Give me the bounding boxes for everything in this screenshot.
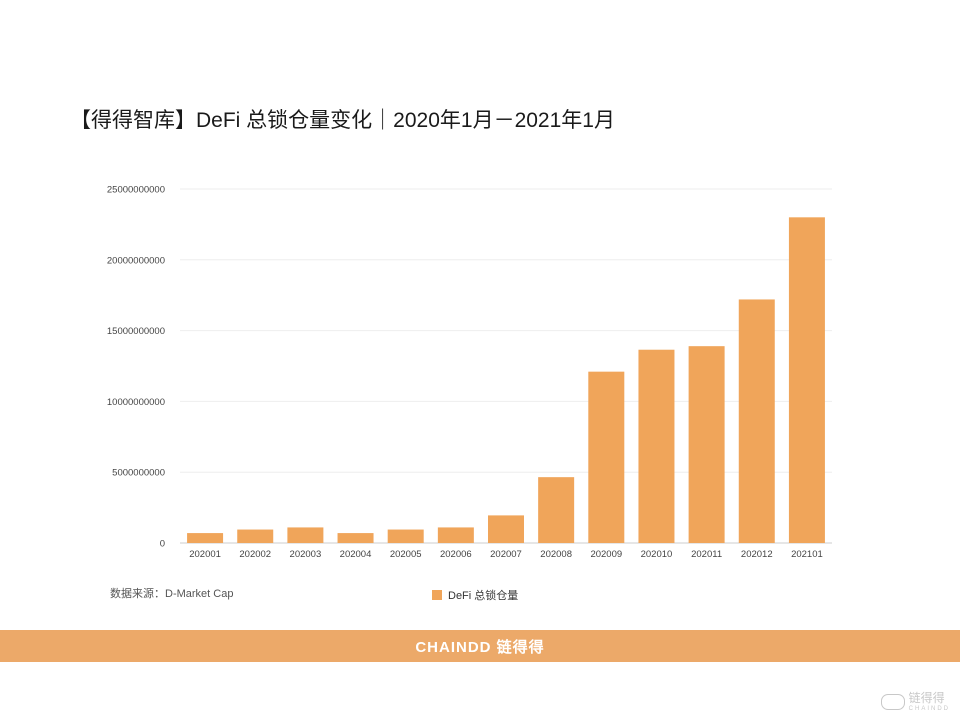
bar [738, 299, 775, 543]
x-tick-label: 202004 [340, 549, 372, 560]
bar [638, 349, 675, 543]
x-tick-label: 202002 [239, 549, 271, 560]
x-tick-label: 202005 [390, 549, 422, 560]
x-tick-label: 202006 [440, 549, 472, 560]
bar [237, 529, 274, 543]
bar [488, 515, 524, 543]
x-tick-label: 202001 [189, 549, 221, 560]
bar [538, 477, 575, 543]
bar [287, 527, 324, 543]
legend-label: DeFi 总锁仓量 [448, 590, 519, 602]
bar [337, 533, 374, 543]
x-tick-label: 202101 [791, 549, 823, 560]
footer-band: CHAINDD 链得得 [0, 630, 960, 662]
bar [187, 533, 224, 543]
footer-logo: CHAINDD 链得得 [415, 638, 545, 656]
x-tick-label: 202009 [590, 549, 622, 560]
bar [437, 527, 474, 543]
x-tick-label: 202010 [641, 549, 673, 560]
y-tick-label: 25000000000 [107, 185, 165, 196]
x-tick-label: 202003 [290, 549, 322, 560]
logo-icon [880, 694, 905, 710]
x-tick-label: 202011 [691, 549, 722, 560]
x-tick-label: 202008 [540, 549, 572, 560]
corner-logo: 链得得 CHAINDD [880, 691, 950, 712]
legend-swatch [432, 590, 442, 600]
y-tick-label: 0 [160, 539, 165, 550]
chart-title: 【得得智库】DeFi 总锁仓量变化｜2020年1月－2021年1月 [70, 109, 615, 132]
chart-legend: DeFi 总锁仓量 [432, 587, 518, 603]
y-tick-label: 10000000000 [107, 397, 165, 408]
bar [387, 529, 424, 543]
y-tick-label: 5000000000 [112, 468, 165, 479]
x-tick-label: 202007 [490, 549, 522, 560]
bar [788, 217, 825, 543]
data-source-note: 数据来源：D-Market Cap [110, 588, 234, 600]
x-tick-label: 202012 [741, 549, 773, 560]
corner-logo-sub: CHAINDD [908, 706, 950, 712]
bar-chart: 0 5000000000 10000000000 15000000000 2000000… [107, 185, 832, 560]
bar [688, 346, 725, 543]
corner-logo-main: 链得得 [908, 691, 945, 705]
bar [588, 371, 625, 543]
y-tick-label: 20000000000 [107, 255, 165, 266]
y-tick-label: 15000000000 [107, 326, 165, 337]
